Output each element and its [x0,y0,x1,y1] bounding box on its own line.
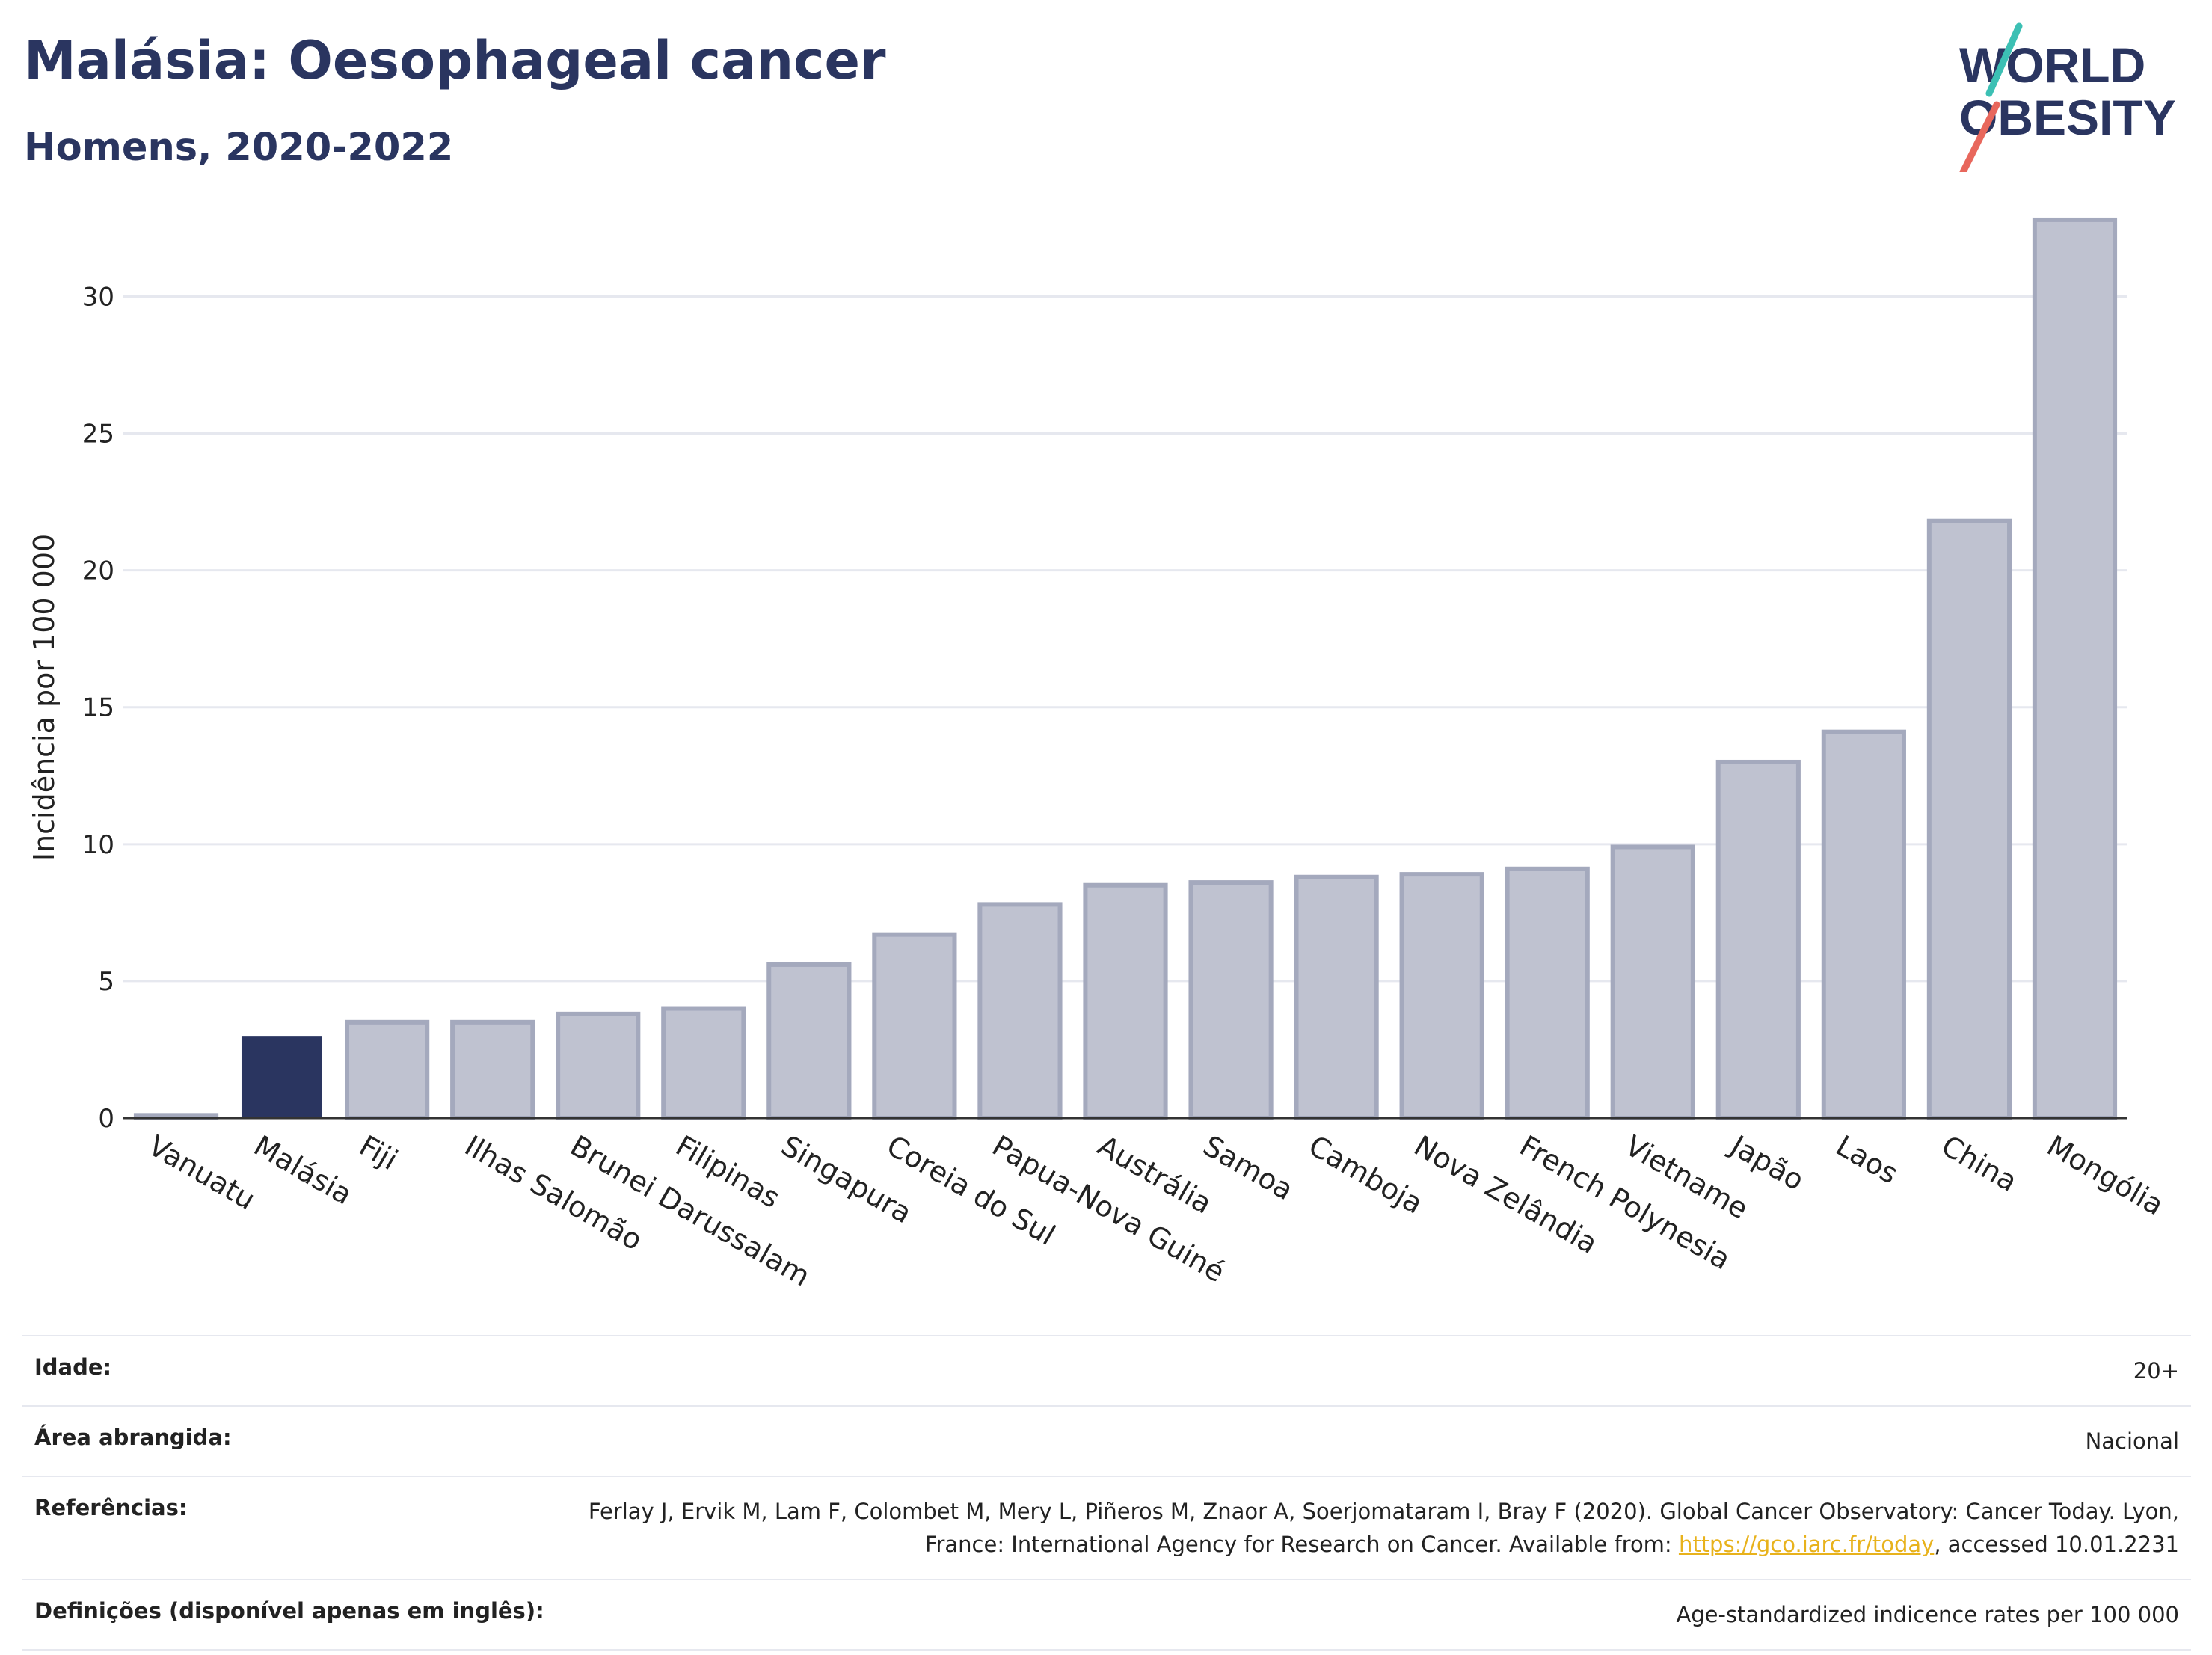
bar [1715,759,1801,1120]
bar [241,1036,322,1118]
definitions-value: Age-standardized indicence rates per 100… [1676,1602,2179,1627]
chart-subtitle: Homens, 2020-2022 [24,126,454,170]
bar [1610,844,1695,1121]
bar [1821,729,1906,1120]
y-tick-label: 5 [98,967,114,997]
world-obesity-logo: WORLD OBESITY [1959,22,2176,172]
y-tick-label: 0 [98,1104,114,1134]
bar [977,902,1063,1120]
bar [1083,882,1168,1120]
bar [661,1006,746,1120]
bar [1926,518,2012,1120]
age-value: 20+ [2133,1358,2179,1384]
x-tick-label: Ilhas Salomão [459,1129,648,1257]
bar [1399,872,1484,1120]
bar [345,1019,430,1121]
references-accessed: , accessed 10.01.2231 [1934,1532,2179,1557]
bar [1188,880,1274,1121]
references-value: Ferlay J, Ervik M, Lam F, Colombet M, Me… [571,1495,2179,1561]
y-axis-ticks: 0 5 10 15 20 25 30 [82,282,114,1134]
area-value: Nacional [2085,1428,2179,1454]
y-tick-label: 20 [82,556,114,586]
x-tick-label: Camboja [1303,1129,1429,1220]
svg-text:OBESITY: OBESITY [1959,90,2176,145]
info-row-definitions: Definições (disponível apenas em inglês)… [22,1579,2191,1651]
y-axis-title: Incidência por 100 000 [28,534,61,861]
y-tick-label: 30 [82,282,114,312]
x-tick-label: Fiji [354,1129,403,1176]
references-text: Ferlay J, Ervik M, Lam F, Colombet M, Me… [588,1499,2179,1557]
bar [450,1019,535,1121]
references-label: Referências: [34,1495,188,1520]
y-tick-label: 25 [82,420,114,449]
bar [872,932,957,1120]
bar [766,962,852,1120]
x-tick-label: Mongólia [2042,1129,2169,1222]
x-tick-label: Nova Zelândia [1409,1129,1603,1261]
info-table: Idade: 20+ Área abrangida: Nacional Refe… [22,1335,2191,1651]
x-tick-label: Malásia [248,1129,357,1212]
info-row-references: Referências: Ferlay J, Ervik M, Lam F, C… [22,1476,2191,1579]
references-link[interactable]: https://gco.iarc.fr/today [1678,1532,1935,1557]
bar [2032,217,2118,1120]
y-tick-label: 10 [82,830,114,860]
bars [133,217,2118,1121]
bar [1505,866,1590,1120]
y-tick-label: 15 [82,693,114,723]
info-row-age: Idade: 20+ [22,1335,2191,1405]
bar [1294,874,1379,1120]
age-label: Idade: [34,1354,112,1380]
x-tick-label: Vanuatu [143,1129,261,1216]
x-tick-label: China [1936,1129,2023,1198]
bar [556,1011,641,1120]
x-tick-label: Laos [1831,1129,1904,1191]
info-row-area: Área abrangida: Nacional [22,1405,2191,1476]
chart-title: Malásia: Oesophageal cancer [24,30,886,91]
definitions-label: Definições (disponível apenas em inglês)… [34,1598,544,1624]
area-label: Área abrangida: [34,1425,232,1450]
